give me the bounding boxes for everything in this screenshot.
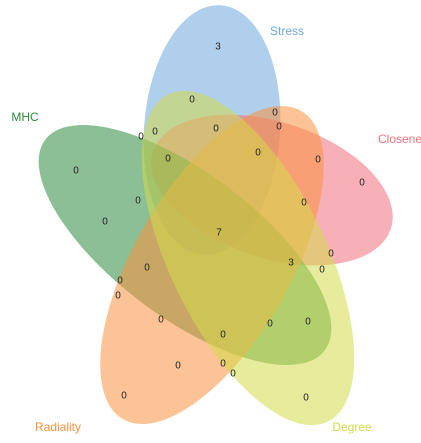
region-count: 0 [255, 148, 261, 159]
region-count: 0 [115, 291, 121, 302]
region-count: 0 [158, 315, 164, 326]
region-count: 0 [303, 393, 309, 404]
set-label: Radiality [35, 420, 81, 434]
region-count: 7 [216, 228, 222, 239]
region-count: 0 [144, 263, 150, 274]
region-count: 0 [305, 317, 311, 328]
region-count: 0 [359, 178, 365, 189]
region-count: 0 [230, 369, 236, 380]
set-label: Closene [378, 132, 421, 146]
region-count: 0 [319, 265, 325, 276]
region-count: 0 [189, 95, 195, 106]
region-count: 3 [215, 42, 221, 53]
region-count: 3 [288, 258, 294, 269]
region-count: 0 [135, 196, 141, 207]
region-count: 0 [315, 155, 321, 166]
region-count: 0 [138, 132, 144, 143]
set-label: MHC [11, 110, 39, 124]
region-count: 0 [102, 217, 108, 228]
set-label: Stress [270, 24, 304, 38]
region-count: 0 [117, 276, 123, 287]
region-count: 0 [73, 166, 79, 177]
region-count: 0 [152, 127, 158, 138]
region-count: 0 [301, 198, 307, 209]
region-count: 0 [220, 359, 226, 370]
region-count: 0 [165, 154, 171, 165]
region-count: 0 [121, 391, 127, 402]
region-count: 0 [267, 319, 273, 330]
region-count: 0 [328, 249, 334, 260]
set-ellipse [141, 90, 355, 426]
region-count: 0 [213, 124, 219, 135]
region-count: 0 [272, 108, 278, 119]
set-label: Degree [332, 420, 372, 434]
region-count: 0 [276, 122, 282, 133]
region-count: 0 [220, 330, 226, 341]
region-count: 0 [175, 361, 181, 372]
